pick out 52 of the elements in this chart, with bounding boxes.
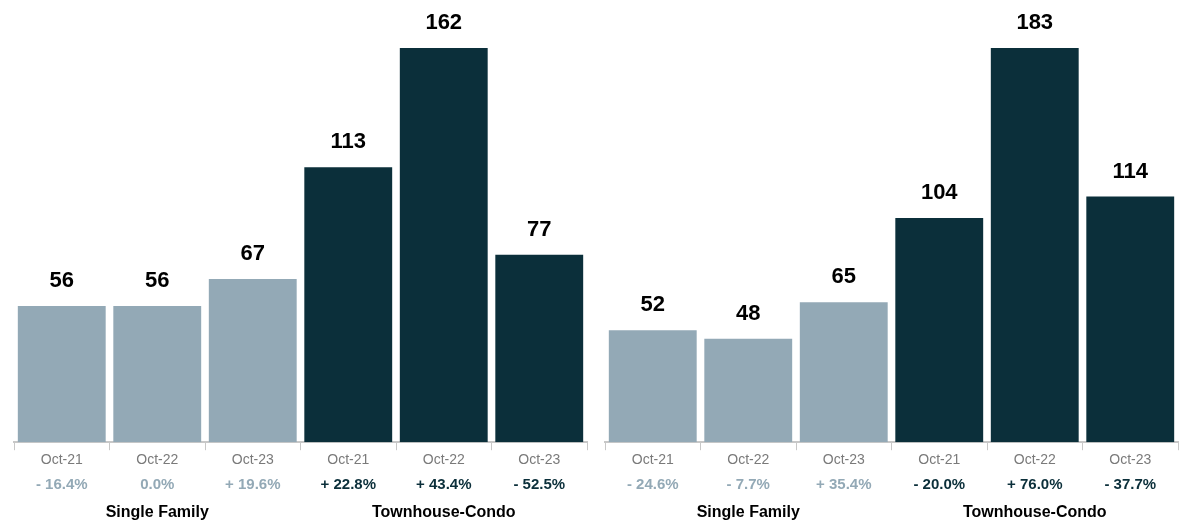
text: + 22.8%	[320, 475, 376, 493]
data-label: 104	[920, 179, 959, 205]
bar	[399, 47, 488, 443]
x-tick-label: Oct-22	[136, 451, 179, 468]
text: - 37.7%	[1104, 475, 1157, 493]
data-label: 113	[330, 128, 366, 154]
text: + 35.4%	[816, 475, 872, 493]
bar	[304, 167, 393, 443]
x-tick-label: Oct-21	[631, 451, 674, 468]
data-label: 65	[831, 263, 856, 289]
bar	[17, 305, 106, 443]
data-label: 67	[240, 240, 265, 266]
text: + 43.4%	[416, 475, 472, 493]
bar	[1086, 196, 1175, 443]
text: Townhouse-Condo	[962, 503, 1107, 521]
bar	[990, 47, 1079, 443]
x-tick-label: Oct-23	[518, 451, 561, 468]
data-label: 52	[640, 291, 665, 317]
text: - 24.6%	[626, 475, 679, 493]
text: + 76.0%	[1007, 475, 1063, 493]
text: - 52.5%	[513, 475, 566, 493]
text: Single Family	[696, 503, 800, 521]
text: 0.0%	[140, 475, 175, 493]
data-label: 56	[145, 266, 170, 292]
bar	[895, 218, 984, 443]
data-label: 77	[527, 215, 552, 241]
x-tick-label: Oct-23	[231, 451, 274, 468]
data-label: 56	[49, 266, 74, 292]
text: - 20.0%	[913, 475, 966, 493]
x-tick-label: Oct-21	[918, 451, 961, 468]
bar	[704, 338, 793, 443]
bar	[113, 305, 202, 443]
x-tick-label: Oct-22	[422, 451, 465, 468]
bar	[208, 279, 297, 443]
text: Single Family	[105, 503, 209, 521]
x-tick-label: Oct-21	[40, 451, 83, 468]
text: + 19.6%	[225, 475, 281, 493]
text: - 7.7%	[726, 475, 770, 493]
x-tick-label: Oct-22	[1013, 451, 1056, 468]
x-tick-label: Oct-21	[327, 451, 370, 468]
data-label: 114	[1112, 157, 1149, 183]
bar	[608, 330, 697, 443]
x-tick-label: Oct-22	[727, 451, 770, 468]
data-label: 183	[1016, 8, 1054, 34]
text: - 16.4%	[35, 475, 88, 493]
bar	[495, 254, 584, 443]
bar	[799, 302, 888, 443]
data-label: 162	[425, 8, 463, 34]
text: Townhouse-Condo	[371, 503, 516, 521]
data-label: 48	[736, 299, 761, 325]
x-tick-label: Oct-23	[822, 451, 865, 468]
x-tick-label: Oct-23	[1109, 451, 1152, 468]
